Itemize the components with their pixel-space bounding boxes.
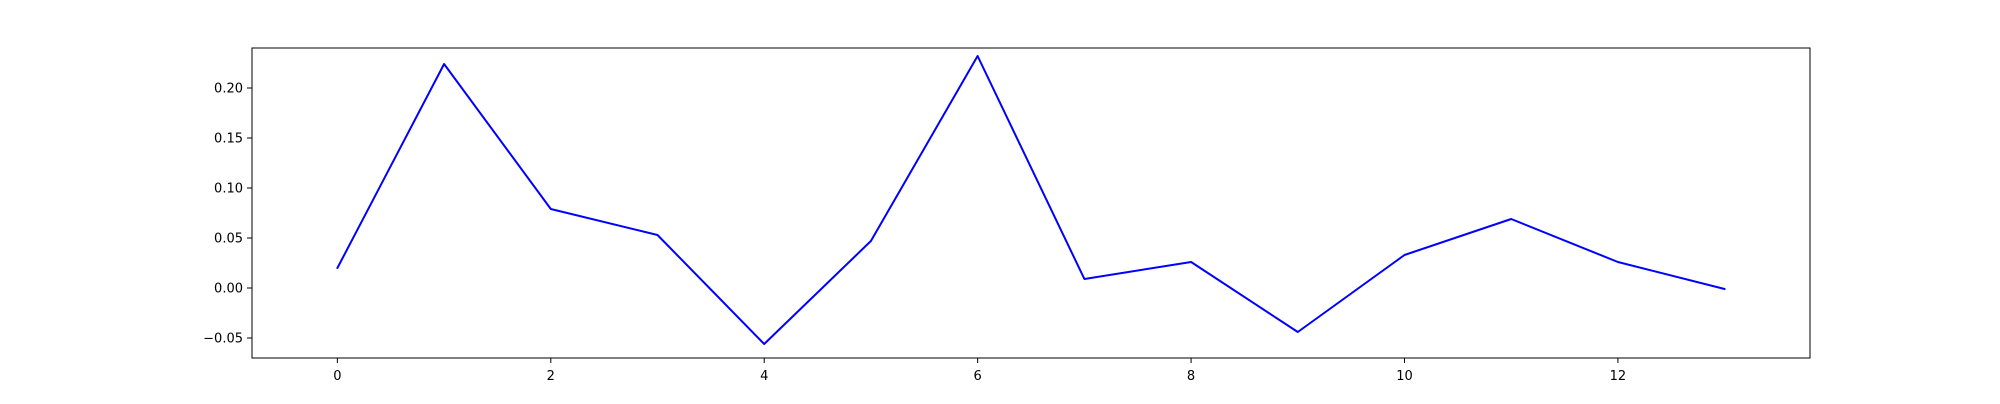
x-tick-label: 6 bbox=[974, 369, 982, 384]
y-tick-label: 0.05 bbox=[214, 232, 243, 247]
x-tick-label: 10 bbox=[1396, 369, 1413, 384]
x-tick-label: 8 bbox=[1187, 369, 1195, 384]
y-tick-label: 0.20 bbox=[214, 82, 243, 97]
x-tick-label: 2 bbox=[547, 369, 555, 384]
x-tick-label: 12 bbox=[1610, 369, 1627, 384]
x-tick-label: 0 bbox=[333, 369, 341, 384]
y-tick-label: 0.15 bbox=[214, 132, 243, 147]
y-tick-label: −0.05 bbox=[203, 332, 243, 347]
y-tick-label: 0.00 bbox=[214, 282, 243, 297]
x-tick-label: 4 bbox=[760, 369, 768, 384]
y-tick-label: 0.10 bbox=[214, 182, 243, 197]
